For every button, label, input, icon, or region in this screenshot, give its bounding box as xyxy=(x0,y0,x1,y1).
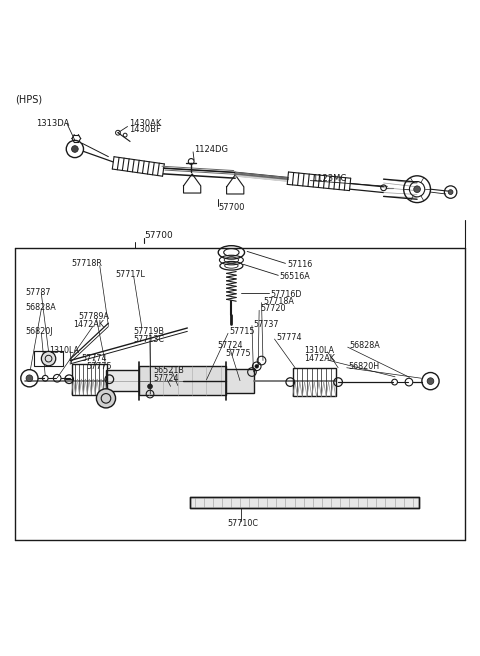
Text: 57718R: 57718R xyxy=(72,259,102,268)
Text: 57775: 57775 xyxy=(226,350,251,358)
Circle shape xyxy=(26,375,33,382)
Text: 56828A: 56828A xyxy=(349,341,380,350)
Text: 1472AK: 1472AK xyxy=(73,320,104,329)
Text: 1124DG: 1124DG xyxy=(194,146,228,154)
Text: 57789A: 57789A xyxy=(78,312,109,321)
Text: 57774: 57774 xyxy=(276,333,301,342)
Circle shape xyxy=(72,146,78,152)
Text: 1430AK: 1430AK xyxy=(129,119,161,128)
Text: 57717L: 57717L xyxy=(116,270,145,279)
Text: 56820J: 56820J xyxy=(25,327,53,337)
Text: 57720: 57720 xyxy=(261,304,286,314)
Bar xyxy=(72,364,107,394)
Text: 57700: 57700 xyxy=(218,203,245,213)
Text: 1310LA: 1310LA xyxy=(49,346,80,354)
Text: 1430BF: 1430BF xyxy=(129,125,161,134)
Bar xyxy=(226,369,254,392)
Bar xyxy=(293,368,336,396)
Text: 56828A: 56828A xyxy=(25,303,56,312)
Text: 57724: 57724 xyxy=(154,374,180,382)
Text: 56521B: 56521B xyxy=(154,365,185,375)
Bar xyxy=(190,497,420,508)
Circle shape xyxy=(148,384,153,389)
Text: 57719B: 57719B xyxy=(134,327,165,337)
Circle shape xyxy=(255,364,259,368)
Text: 57718A: 57718A xyxy=(263,297,294,306)
Text: 57775: 57775 xyxy=(86,362,111,371)
Circle shape xyxy=(41,352,56,366)
Bar xyxy=(106,370,140,391)
Text: 57116: 57116 xyxy=(287,260,312,269)
Text: 1472AK: 1472AK xyxy=(305,354,336,363)
Text: 1313DA: 1313DA xyxy=(36,119,70,128)
Text: 1310LA: 1310LA xyxy=(305,346,335,355)
Bar xyxy=(140,366,226,395)
Text: 57715: 57715 xyxy=(229,327,255,337)
Text: 57787: 57787 xyxy=(25,288,51,297)
Circle shape xyxy=(414,186,420,193)
Text: 57700: 57700 xyxy=(144,231,173,240)
Text: 57724: 57724 xyxy=(217,341,242,350)
Circle shape xyxy=(96,389,116,408)
Text: 56820H: 56820H xyxy=(348,362,379,371)
Text: 57774: 57774 xyxy=(81,354,107,363)
Text: 57716D: 57716D xyxy=(270,289,301,298)
Text: 1123MC: 1123MC xyxy=(312,174,346,183)
Text: 56516A: 56516A xyxy=(280,272,311,281)
Text: 57713C: 57713C xyxy=(134,335,165,344)
Text: 57710C: 57710C xyxy=(227,519,258,528)
Circle shape xyxy=(427,378,434,384)
Text: 57737: 57737 xyxy=(253,319,279,329)
Text: (HPS): (HPS) xyxy=(15,94,42,104)
Circle shape xyxy=(448,190,453,194)
